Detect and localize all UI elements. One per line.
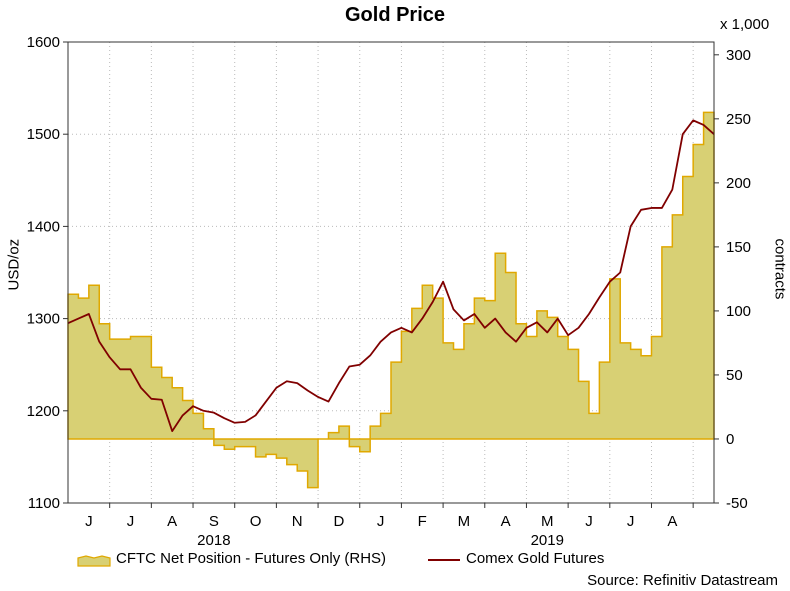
right-tick-label: 0 — [726, 431, 734, 448]
plot-frame — [67, 41, 715, 504]
right-tick-label: 50 — [726, 367, 743, 384]
legend-label-cftc: CFTC Net Position - Futures Only (RHS) — [116, 550, 387, 567]
x-month-label: J — [127, 513, 135, 530]
legend-swatches — [77, 555, 460, 567]
chart-title: Gold Price — [344, 4, 446, 26]
x-month-label: J — [85, 513, 93, 530]
x-month-label: M — [541, 513, 554, 530]
left-tick-label: 1200 — [27, 403, 60, 420]
x-month-label: O — [250, 513, 262, 530]
x-axis-ticks: J J A S O N D J F M A M J J A 2018 2019 — [85, 503, 694, 549]
x-month-label: J — [377, 513, 385, 530]
x-month-label: F — [418, 513, 427, 530]
x-month-label: J — [585, 513, 593, 530]
x-year-label: 2018 — [197, 532, 230, 549]
x-month-label: N — [292, 513, 303, 530]
right-tick-label: 200 — [726, 175, 751, 192]
left-tick-label: 1500 — [27, 126, 60, 143]
right-tick-label: 150 — [726, 239, 751, 256]
right-axis-scale-note: x 1,000 — [720, 16, 770, 33]
left-tick-label: 1400 — [27, 218, 60, 235]
right-tick-label: 300 — [726, 47, 751, 64]
x-month-label: J — [627, 513, 635, 530]
source-note: Source: Refinitiv Datastream — [587, 572, 778, 589]
legend-label-comex: Comex Gold Futures — [466, 550, 605, 567]
comex-gold-futures-line — [67, 119, 715, 432]
x-month-label: M — [458, 513, 471, 530]
x-month-label: S — [209, 513, 219, 530]
left-tick-label: 1600 — [27, 34, 60, 51]
right-tick-label: 100 — [726, 303, 751, 320]
right-tick-label: 250 — [726, 111, 751, 128]
left-tick-label: 1300 — [27, 311, 60, 328]
x-month-label: A — [167, 513, 177, 530]
x-month-label: D — [333, 513, 344, 530]
left-axis-ticks: 1100 1200 1300 1400 1500 1600 — [27, 34, 68, 512]
x-month-label: A — [667, 513, 677, 530]
left-tick-label: 1100 — [28, 495, 60, 512]
right-axis-ticks: -50 0 50 100 150 200 250 300 — [714, 47, 751, 512]
right-tick-label: -50 — [726, 495, 748, 512]
x-year-label: 2019 — [531, 532, 564, 549]
x-month-label: A — [501, 513, 511, 530]
cftc-net-position-area — [67, 111, 715, 489]
left-axis-label: USD/oz — [5, 238, 23, 291]
right-axis-label: contracts — [771, 238, 789, 300]
legend-swatch-cftc — [77, 555, 111, 567]
